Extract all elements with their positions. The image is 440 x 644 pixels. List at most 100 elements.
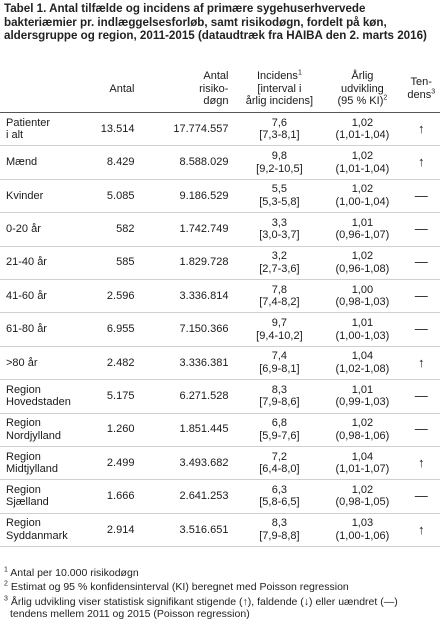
cell-antal: 2.499 [90, 446, 135, 481]
cell-udvikling: 1,04 (1,02-1,08) [322, 346, 403, 381]
cell-incidens: 6,3 [5,8-6,5] [236, 479, 323, 514]
cell-incidens: 7,8 [7,4-8,2] [236, 279, 323, 314]
cell-risikodogn: 3.516.651 [134, 513, 237, 548]
table-row: Kvinder 5.085 9.186.529 5,5 [5,3-5,8] 1,02 (1,… [0, 179, 440, 214]
cell-risikodogn: 17.774.557 [134, 112, 237, 147]
cell-incidens: 8,3 [7,9-8,6] [236, 379, 323, 414]
row-label: >80 år [0, 346, 91, 381]
cell-incidens: 3,2 [2,7-3,6] [236, 246, 323, 280]
cell-tendens: ↑ [402, 145, 440, 180]
cell-antal: 585 [90, 246, 135, 280]
cell-risikodogn: 9.186.529 [134, 179, 237, 214]
cell-incidens: 8,3 [7,9-8,8] [236, 513, 323, 548]
cell-risikodogn: 3.493.682 [134, 446, 237, 481]
cell-tendens: — [402, 179, 440, 214]
cell-udvikling: 1,02 (1,01-1,04) [322, 112, 403, 147]
table-row: 0-20 år 582 1.742.749 3,3 [3,0-3,7] 1,01 (0,96… [0, 212, 440, 247]
cell-udvikling: 1,02 (0,96-1,08) [322, 246, 403, 280]
row-label: Mænd [0, 145, 91, 180]
cell-tendens: ↑ [402, 346, 440, 381]
footnote-2: 2 Estimat og 95 % konfidensinterval (KI)… [4, 580, 349, 594]
cell-risikodogn: 6.271.528 [134, 379, 237, 414]
cell-risikodogn: 7.150.366 [134, 312, 237, 347]
cell-udvikling: 1,04 (1,01-1,07) [322, 446, 403, 481]
header-risikodogn: Antal risiko-døgn [134, 66, 237, 113]
header-row: Antal Antal risiko-døgn Incidens1 [interva… [0, 66, 440, 113]
cell-antal: 13.514 [90, 112, 135, 147]
row-label: Region Midtjylland [0, 446, 91, 481]
table-row: 61-80 år 6.955 7.150.366 9,7 [9,4-10,2] 1,01(… [0, 312, 440, 347]
cell-risikodogn: 8.588.029 [134, 145, 237, 180]
row-label: 61-80 år [0, 312, 91, 347]
table-row: Region Midtjylland 2.499 3.493.682 7,2 [6,4-8… [0, 446, 440, 481]
data-table: Antal Antal risiko-døgn Incidens1 [interva… [0, 66, 440, 548]
table-row: 21-40 år 585 1.829.728 3,2 [2,7-3,6] 1,02 (0,9… [0, 246, 440, 280]
cell-risikodogn: 3.336.381 [134, 346, 237, 381]
cell-incidens: 7,6 [7,3-8,1] [236, 112, 323, 147]
cell-antal: 582 [90, 212, 135, 247]
cell-tendens: ↑ [402, 446, 440, 481]
table-row: Patienter i alt 13.514 17.774.557 7,6 [7,3-8,… [0, 112, 440, 147]
cell-antal: 2.596 [90, 279, 135, 314]
cell-udvikling: 1,00 (0,98-1,03) [322, 279, 403, 314]
cell-tendens: — [402, 479, 440, 514]
row-label: Kvinder [0, 179, 91, 214]
cell-tendens: ↑ [402, 513, 440, 548]
table-row: >80 år 2.482 3.336.381 7,4 [6,9-8,1] 1,04 (1,0… [0, 346, 440, 381]
cell-udvikling: 1,03 (1,00-1,06) [322, 513, 403, 548]
cell-risikodogn: 1.829.728 [134, 246, 237, 280]
row-label: Region Syddanmark [0, 513, 91, 548]
footnote-3: 3 Årlig udvikling viser statistisk signi… [4, 595, 398, 621]
table-row: Region Hovedstaden 5.175 6.271.528 8,3 [7,9-8… [0, 379, 440, 414]
cell-incidens: 9,8 [9,2-10,5] [236, 145, 323, 180]
cell-tendens: — [402, 413, 440, 447]
header-empty [0, 66, 91, 113]
cell-tendens: — [402, 279, 440, 314]
table-title: Tabel 1. Antal tilfælde og incidens af p… [4, 2, 427, 43]
cell-tendens: — [402, 312, 440, 347]
cell-incidens: 7,4 [6,9-8,1] [236, 346, 323, 381]
table-row: Region Syddanmark 2.914 3.516.651 8,3 [7,9-8,… [0, 513, 440, 548]
cell-udvikling: 1,01 (0,96-1,07) [322, 212, 403, 247]
row-label: Region Sjælland [0, 479, 91, 514]
row-label: Patienter i alt [0, 112, 91, 147]
cell-incidens: 5,5 [5,3-5,8] [236, 179, 323, 214]
cell-udvikling: 1,02 (1,01-1,04) [322, 145, 403, 180]
row-label: 21-40 år [0, 246, 91, 280]
footnote-1: 1 Antal per 10.000 risikodøgn [4, 566, 139, 580]
table-row: Region Nordjylland 1.260 1.851.445 6,8 [5,9-7… [0, 413, 440, 447]
header-incidens: Incidens1 [interval i årlig incidens] [236, 66, 323, 113]
cell-antal: 5.085 [90, 179, 135, 214]
cell-antal: 2.482 [90, 346, 135, 381]
cell-tendens: — [402, 379, 440, 414]
table-row: Mænd 8.429 8.588.029 9,8 [9,2-10,5] 1,02 (1,01… [0, 145, 440, 180]
cell-udvikling: 1,01 (1,00-1,03) [322, 312, 403, 347]
cell-udvikling: 1,02 (0,98-1,05) [322, 479, 403, 514]
cell-udvikling: 1,02 (1,00-1,04) [322, 179, 403, 214]
cell-risikodogn: 2.641.253 [134, 479, 237, 514]
cell-risikodogn: 3.336.814 [134, 279, 237, 314]
row-label: 41-60 år [0, 279, 91, 314]
cell-antal: 6.955 [90, 312, 135, 347]
footnotes: 1 Antal per 10.000 risikodøgn 2 Estimat … [4, 567, 436, 623]
row-label: Region Nordjylland [0, 413, 91, 447]
cell-tendens: — [402, 212, 440, 247]
cell-antal: 1.260 [90, 413, 135, 447]
cell-udvikling: 1,01 (0,99-1,03) [322, 379, 403, 414]
row-label: Region Hovedstaden [0, 379, 91, 414]
cell-incidens: 3,3 [3,0-3,7] [236, 212, 323, 247]
cell-udvikling: 1,02 (0,98-1,06) [322, 413, 403, 447]
cell-incidens: 9,7 [9,4-10,2] [236, 312, 323, 347]
cell-incidens: 6,8 [5,9-7,6] [236, 413, 323, 447]
table-row: 41-60 år 2.596 3.336.814 7,8 [7,4-8,2] 1,00 (0… [0, 279, 440, 314]
header-tendens: Ten-dens3 [402, 66, 440, 113]
cell-antal: 5.175 [90, 379, 135, 414]
cell-tendens: — [402, 246, 440, 280]
row-label: 0-20 år [0, 212, 91, 247]
header-antal: Antal [90, 66, 135, 113]
cell-antal: 8.429 [90, 145, 135, 180]
cell-antal: 2.914 [90, 513, 135, 548]
cell-antal: 1.666 [90, 479, 135, 514]
cell-risikodogn: 1.742.749 [134, 212, 237, 247]
table-row: Region Sjælland 1.666 2.641.253 6,3 [5,8-6,5]… [0, 479, 440, 514]
